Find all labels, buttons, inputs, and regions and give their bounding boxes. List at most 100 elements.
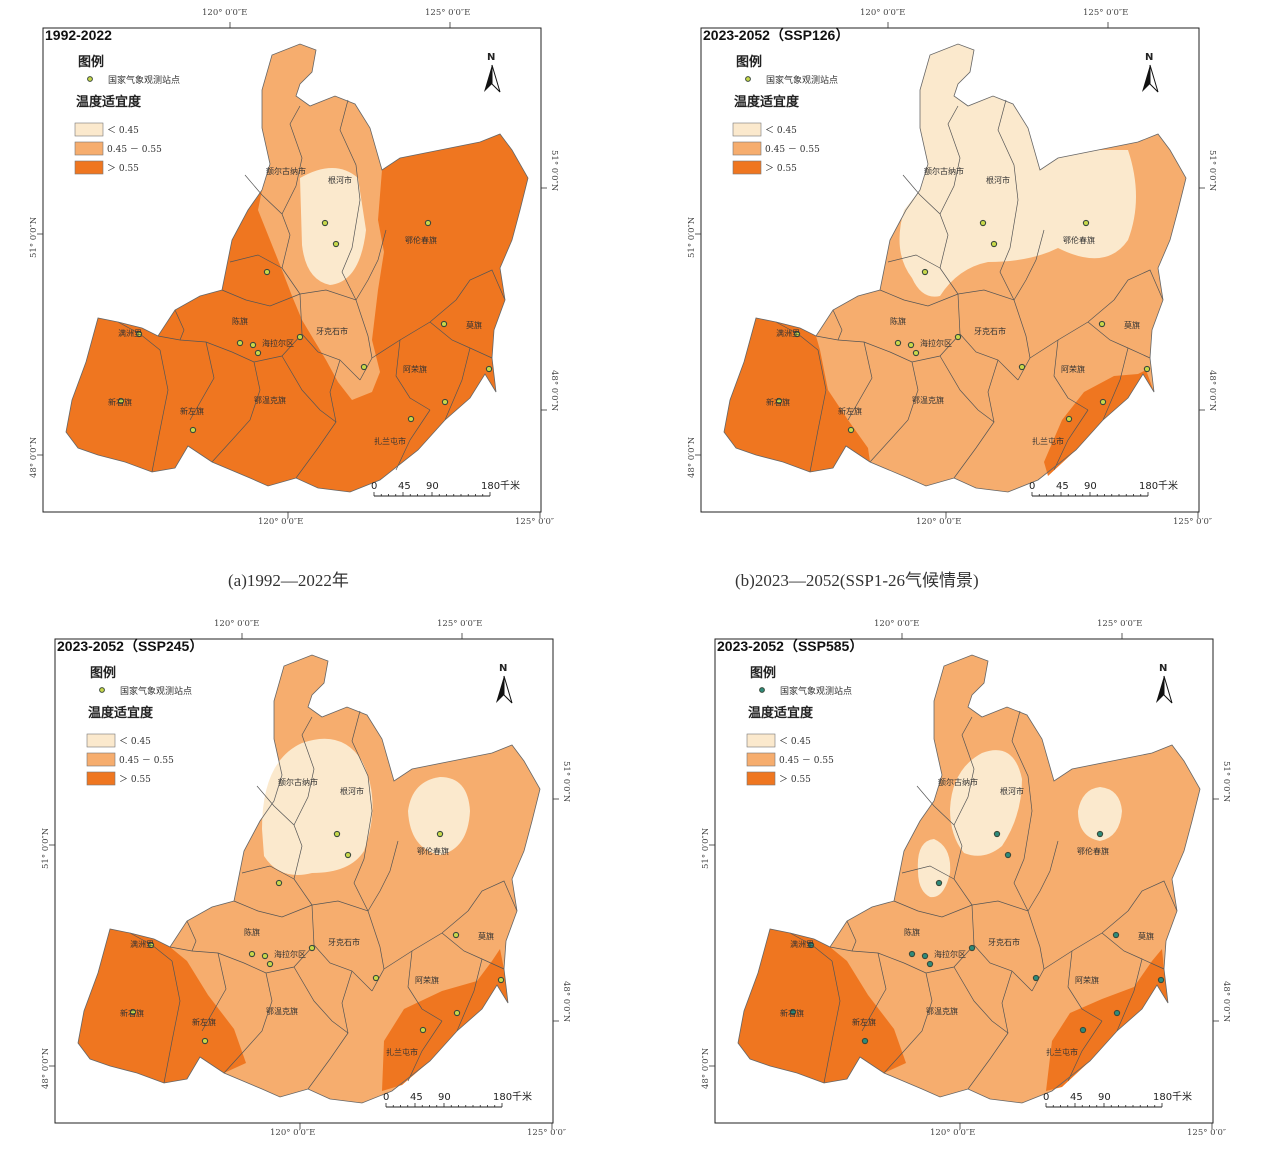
coord-top-125: 125° 0′0″E	[425, 8, 470, 18]
county-border	[1102, 347, 1129, 421]
county-border	[916, 785, 973, 906]
place-label-ewenkeqi: 鄂温克旗	[926, 1006, 958, 1016]
legend-swatch-2	[74, 160, 104, 175]
map-title: 2023-2052（SSP126）	[703, 27, 849, 43]
station-marker	[921, 268, 929, 276]
legend-class-label-1: 0.45 － 0.55	[765, 145, 820, 155]
place-label-genhe: 根河市	[986, 175, 1010, 185]
county-border	[1029, 299, 1115, 359]
station-marker	[1112, 931, 1120, 939]
county-border	[893, 900, 973, 918]
county-border	[229, 254, 283, 269]
region-low-zone-east	[1078, 787, 1122, 841]
region-low-zone-east	[408, 777, 470, 855]
place-label-chenqi: 陈旗	[244, 927, 260, 937]
scale-tick-3: 180	[1139, 481, 1158, 492]
county-border	[869, 361, 919, 463]
place-label-moqi: 莫旗	[466, 320, 482, 330]
region-low-zone-north	[262, 738, 373, 875]
coord-top-120: 120° 0′0″E	[860, 8, 905, 18]
scale-tick-1: 45	[410, 1092, 423, 1103]
legend-swatch-2	[86, 771, 116, 786]
region-low-zone-north	[950, 750, 1022, 856]
county-border	[395, 409, 431, 471]
coord-top-120: 120° 0′0″E	[874, 619, 919, 629]
place-label-ewenkeqi: 鄂温克旗	[912, 395, 944, 405]
legend-station-label: 国家气象观测站点	[120, 685, 192, 697]
county-border	[809, 349, 827, 473]
legend-swatch-1	[732, 141, 762, 156]
station-marker	[266, 960, 274, 968]
county-border	[456, 958, 483, 1032]
county-border	[201, 952, 227, 1032]
station-marker	[236, 339, 244, 347]
county-border	[299, 229, 387, 301]
station-marker	[147, 941, 155, 949]
county-border	[902, 174, 959, 295]
coord-right-51: 51° 0′0″N	[1207, 150, 1217, 192]
map-panel-a: 根河市 额尔古纳市 鄂伦春旗 陈旗 海拉尔区 牙克石市 满洲里 新右旗 新左旗 鄂温克旗 阿荣旗 莫旗…	[29, 8, 559, 590]
place-label-eerguna: 额尔古纳市	[278, 777, 318, 787]
place-label-xinzuoqi: 新左旗	[192, 1017, 216, 1027]
place-label-moqi: 莫旗	[1138, 931, 1154, 941]
place-label-xinzuoqi: 新左旗	[838, 406, 862, 416]
legend-swatch-1	[74, 141, 104, 156]
station-marker	[894, 339, 902, 347]
coord-top-120: 120° 0′0″E	[214, 619, 259, 629]
place-label-chenqi: 陈旗	[904, 927, 920, 937]
county-border	[846, 920, 857, 952]
legend-title: 图例	[78, 54, 104, 70]
station-marker	[1113, 1009, 1121, 1017]
place-label-genhe: 根河市	[328, 175, 352, 185]
north-arrow-icon-right	[1149, 64, 1159, 93]
station-marker	[419, 1026, 427, 1034]
coord-right-51: 51° 0′0″N	[549, 150, 559, 192]
legend-suitability-title: 温度适宜度	[734, 94, 800, 110]
scale-tick-0: 0	[1029, 481, 1035, 492]
station-marker	[440, 320, 448, 328]
legend-suitability-title: 温度适宜度	[88, 705, 154, 721]
county-border	[395, 339, 431, 411]
county-border	[371, 299, 457, 359]
station-marker	[452, 931, 460, 939]
county-border	[1053, 409, 1089, 471]
scale-tick-2: 90	[1098, 1092, 1111, 1103]
county-border	[311, 904, 373, 992]
north-arrow-label: N	[1159, 663, 1167, 674]
place-label-arongqi: 阿荣旗	[1075, 975, 1099, 985]
coord-bottom-125: 125° 0′0″	[1173, 517, 1212, 527]
county-border	[299, 293, 361, 381]
county-border	[383, 910, 469, 970]
station-marker	[254, 349, 262, 357]
station-marker	[912, 349, 920, 357]
station-marker	[497, 976, 505, 984]
county-border	[293, 716, 315, 826]
station-marker	[263, 268, 271, 276]
coord-left-51: 51° 0′0″N	[687, 216, 697, 258]
station-marker	[261, 952, 269, 960]
legend-title: 图例	[736, 54, 762, 70]
county-border	[832, 309, 843, 341]
county-border	[151, 349, 169, 473]
place-label-hailaer: 海拉尔区	[262, 338, 294, 348]
legend-class-label-0: ＜ 0.45	[779, 737, 811, 747]
station-marker	[1004, 851, 1012, 859]
county-border	[233, 900, 313, 918]
legend-station-icon	[87, 76, 93, 82]
scale-tick-0: 0	[1043, 1092, 1049, 1103]
county-border	[189, 341, 215, 421]
station-marker	[1065, 415, 1073, 423]
station-marker	[979, 219, 987, 227]
legend-class-label-1: 0.45 － 0.55	[779, 756, 834, 766]
coord-bottom-120: 120° 0′0″E	[270, 1128, 315, 1138]
place-label-moqi: 莫旗	[478, 931, 494, 941]
county-border	[223, 972, 273, 1074]
station-marker	[321, 219, 329, 227]
region-outline	[737, 654, 1201, 1104]
legend-class-label-1: 0.45 － 0.55	[107, 145, 162, 155]
county-border	[311, 840, 399, 912]
station-marker	[1079, 1026, 1087, 1034]
